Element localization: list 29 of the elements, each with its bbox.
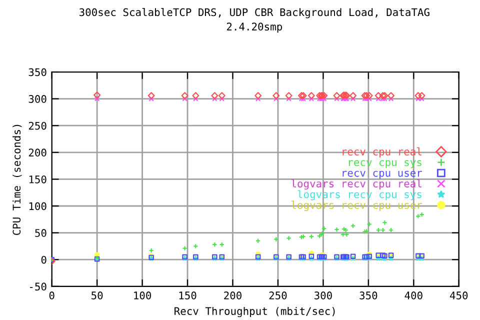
- legend-label: recv cpu user: [342, 170, 422, 179]
- x-tick-label: 400: [404, 292, 422, 300]
- y-tick-label: 150: [29, 175, 46, 184]
- y-tick-label: -50: [30, 282, 46, 291]
- x-tick-label: 200: [224, 292, 242, 300]
- x-tick-label: 450: [450, 292, 468, 300]
- x-tick-label: 100: [134, 292, 152, 300]
- x-tick-label: 250: [269, 292, 287, 300]
- x-tick-label: 0: [49, 292, 54, 300]
- y-tick-label: 0: [41, 256, 46, 264]
- y-tick-label: 200: [28, 148, 46, 157]
- y-tick-label: 250: [28, 122, 46, 130]
- y-tick-label: 100: [29, 202, 46, 210]
- y-tick-label: 300: [28, 95, 46, 103]
- legend-label: recv cpu real: [342, 147, 422, 158]
- legend-label: logvars recv cpu real: [292, 179, 422, 190]
- legend-label: logvars recv cpu sys: [298, 190, 422, 200]
- x-tick-label: 350: [360, 292, 378, 300]
- y-axis-title: CPU Time (seconds): [12, 124, 22, 235]
- legend-label: logvars recv cpu user: [292, 200, 422, 212]
- chart-title: 300sec ScalableTCP DRS, UDP CBR Background Load, DataTAG: [80, 8, 430, 18]
- chart-subtitle: 2.4.20smp: [226, 22, 282, 33]
- legend-label: recv cpu sys: [349, 160, 422, 168]
- x-tick-label: 50: [92, 292, 103, 300]
- y-tick-label: 50: [35, 229, 46, 237]
- x-axis-title: Recv Throughput (mbit/sec): [174, 306, 335, 318]
- y-tick-label: 350: [28, 68, 46, 76]
- x-tick-label: 150: [179, 292, 196, 300]
- x-tick-label: 300: [314, 292, 332, 300]
